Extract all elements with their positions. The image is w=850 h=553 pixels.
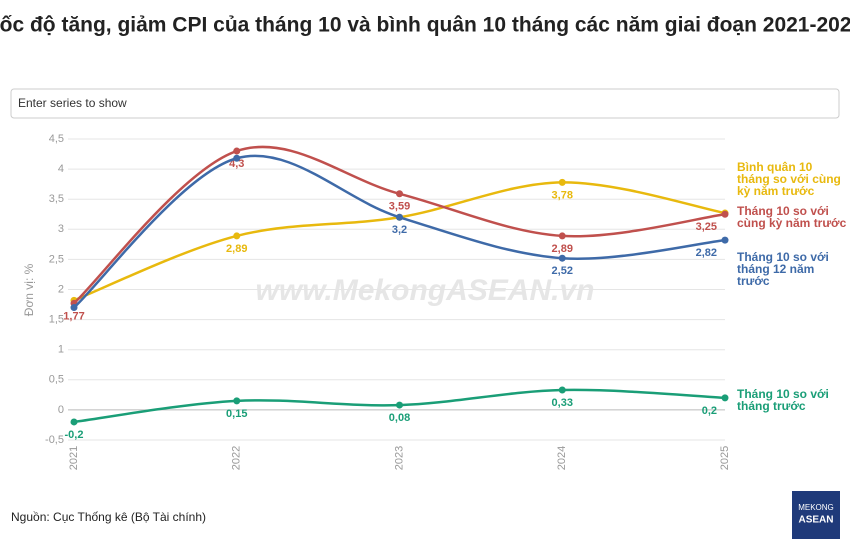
y-tick-label: 2,5 — [49, 253, 64, 265]
search-placeholder[interactable]: Enter series to show — [18, 96, 127, 110]
data-point — [233, 154, 241, 162]
data-point — [396, 190, 403, 198]
data-point — [396, 213, 403, 221]
data-label: 4,3 — [229, 158, 244, 170]
data-label: 0,15 — [226, 408, 247, 420]
search-box[interactable] — [10, 88, 840, 119]
data-label: 0,08 — [389, 412, 410, 424]
x-tick-label: 2023 — [393, 446, 405, 470]
data-point — [70, 418, 78, 426]
logo-text: ASEAN — [798, 515, 833, 526]
data-point — [721, 236, 729, 244]
data-label: 3,25 — [696, 221, 717, 233]
y-tick-label: -0,5 — [45, 434, 64, 446]
legend-label: Bình quân 10 tháng so với cùng kỳ năm tr… — [737, 160, 844, 198]
data-point — [721, 394, 729, 402]
data-point — [558, 254, 566, 262]
y-tick-label: 4,5 — [49, 133, 64, 145]
logo-text: MEKONG — [798, 503, 834, 512]
data-label: 3,78 — [552, 189, 573, 201]
x-tick-label: 2021 — [68, 446, 80, 470]
data-point — [70, 304, 78, 312]
data-label: 1,77 — [63, 310, 84, 322]
data-label: 3,2 — [392, 224, 407, 236]
data-label: -0,2 — [65, 429, 84, 441]
y-axis-label: Đơn vị: % — [22, 263, 36, 316]
data-label: 2,52 — [552, 265, 573, 277]
watermark: www.MekongASEAN.vn — [256, 274, 595, 307]
chart-title: Tốc độ tăng, giảm CPI của tháng 10 và bì… — [0, 14, 850, 37]
source: Nguồn: Cục Thống kê (Bộ Tài chính) — [11, 510, 206, 524]
y-tick-label: 0 — [58, 404, 64, 416]
y-tick-label: 0,5 — [49, 374, 64, 386]
legend-label: Tháng 10 so với tháng trước — [737, 387, 832, 413]
data-point — [558, 232, 566, 240]
data-point — [558, 178, 566, 186]
y-tick-label: 1 — [58, 344, 64, 356]
logo — [792, 491, 840, 539]
series-line — [73, 154, 726, 309]
data-label: 2,89 — [226, 243, 247, 255]
data-point — [233, 147, 241, 155]
series-line — [73, 145, 726, 305]
data-point — [396, 401, 403, 409]
data-point — [233, 397, 241, 405]
data-point — [233, 232, 241, 240]
x-tick-label: 2024 — [556, 446, 568, 470]
data-point — [721, 210, 729, 218]
data-label: 0,2 — [702, 405, 717, 417]
y-tick-label: 2 — [58, 283, 64, 295]
legend-label: Tháng 10 so với cùng kỳ năm trước — [737, 204, 847, 230]
y-tick-label: 3,5 — [49, 193, 64, 205]
data-label: 2,89 — [552, 243, 573, 255]
y-tick-label: 1,5 — [49, 314, 64, 326]
x-tick-label: 2022 — [231, 446, 243, 470]
data-label: 0,33 — [552, 397, 573, 409]
y-tick-label: 4 — [58, 163, 64, 175]
x-tick-label: 2025 — [719, 446, 731, 470]
y-tick-label: 3 — [58, 223, 64, 235]
legend-label: Tháng 10 so với tháng 12 năm trước — [737, 250, 832, 288]
data-label: 3,59 — [389, 201, 410, 213]
data-point — [558, 386, 566, 394]
data-label: 2,82 — [696, 247, 717, 259]
